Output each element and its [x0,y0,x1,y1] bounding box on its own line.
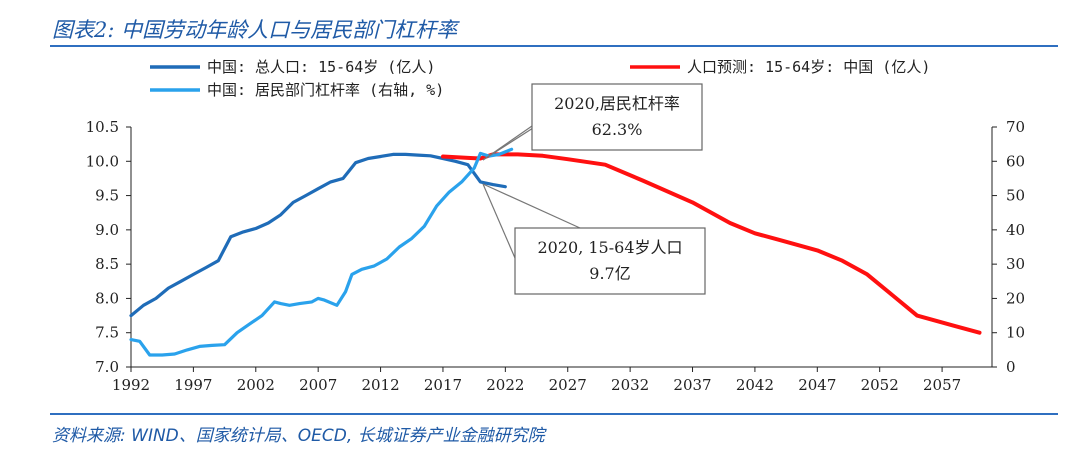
callout-box-population [514,227,706,295]
x-tick-label: 2002 [237,376,275,394]
right-tick-label: 0 [1006,358,1016,376]
legend-label-total-pop: 中国: 总人口: 15-64岁 (亿人) [207,58,435,76]
right-tick-label: 20 [1006,289,1025,307]
right-tick-label: 10 [1006,324,1025,342]
title-rule [50,45,1058,47]
series-layer [129,147,982,357]
legend-label-leverage: 中国: 居民部门杠杆率 (右轴, %) [207,81,444,99]
left-tick-label: 8.0 [95,289,119,307]
axes: 10.5 10.0 9.5 9.0 8.5 8.0 7.5 7.0 70 60 50 40 30 20 10… [86,118,1026,394]
left-tick-label: 9.5 [95,187,119,205]
x-tick-label: 2052 [861,376,899,394]
callout-box-leverage [531,83,703,151]
right-tick-label: 70 [1006,118,1025,136]
x-tick-label: 1992 [112,376,150,394]
right-tick-label: 50 [1006,187,1025,205]
series-line-leverage [129,147,514,357]
left-tick-label: 9.0 [95,221,119,239]
x-tick-label: 2042 [736,376,774,394]
left-tick-label: 10.5 [86,118,119,136]
callout-leverage-line1: 2020,居民杠杆率 [554,94,680,113]
callout-pointer-leverage-2 [482,125,533,161]
callout-pointer-population-2 [482,183,516,259]
legend-label-forecast: 人口预测: 15-64岁: 中国 (亿人) [687,58,930,76]
right-tick-label: 30 [1006,255,1025,273]
callout-population-line2: 9.7亿 [589,264,630,283]
right-tick-label: 40 [1006,221,1025,239]
source-rule [50,413,1058,415]
x-tick-label: 2032 [611,376,649,394]
left-tick-label: 10.0 [86,152,119,170]
left-tick-label: 7.0 [95,358,119,376]
x-tick-label: 2017 [424,376,462,394]
callout-leverage-line2: 62.3% [592,120,643,139]
x-tick-label: 2057 [923,376,961,394]
left-tick-label: 8.5 [95,255,119,273]
x-tick-label: 2027 [549,376,587,394]
left-tick-label: 7.5 [95,324,119,342]
right-tick-label: 60 [1006,152,1025,170]
source-note: 资料来源: WIND、国家统计局、OECD, 长城证券产业金融研究院 [52,426,545,446]
x-tick-label: 2037 [673,376,711,394]
x-tick-label: 2022 [486,376,524,394]
x-tick-label: 2047 [798,376,836,394]
callout-pointer-population [482,183,581,229]
callout-population-line1: 2020, 15-64岁人口 [537,238,682,257]
figure-title: 图表2: 中国劳动年龄人口与居民部门杠杆率 [52,18,458,42]
x-tick-label: 2007 [299,376,337,394]
x-tick-label: 2012 [361,376,399,394]
series-line-total-pop [129,152,507,318]
x-tick-label: 1997 [174,376,212,394]
